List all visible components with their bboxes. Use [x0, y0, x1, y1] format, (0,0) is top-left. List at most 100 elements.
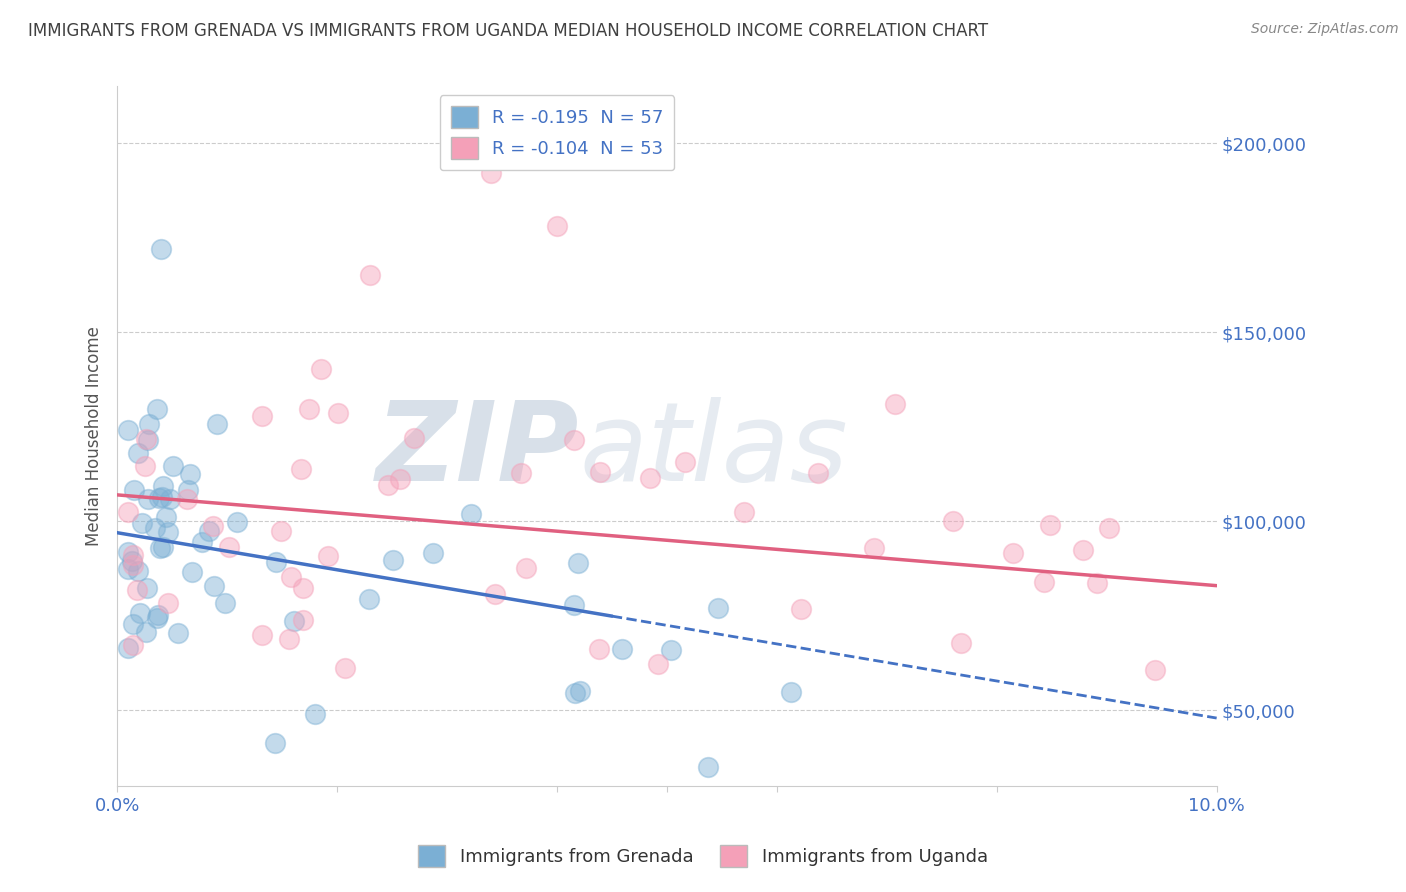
Point: [359, 268, 381, 283]
Point: [659, 642, 682, 657]
Point: [176, 492, 198, 507]
Point: [638, 471, 661, 485]
Point: [135, 625, 157, 640]
Point: [589, 465, 612, 479]
Text: atlas: atlas: [579, 397, 848, 504]
Text: IMMIGRANTS FROM GRENADA VS IMMIGRANTS FROM UGANDA MEDIAN HOUSEHOLD INCOME CORREL: IMMIGRANTS FROM GRENADA VS IMMIGRANTS FR…: [28, 22, 988, 40]
Point: [1039, 518, 1062, 533]
Point: [122, 549, 145, 563]
Point: [588, 641, 610, 656]
Point: [1071, 542, 1094, 557]
Point: [1098, 521, 1121, 535]
Point: [117, 562, 139, 576]
Point: [226, 515, 249, 529]
Point: [146, 607, 169, 622]
Point: [290, 462, 312, 476]
Point: [181, 566, 204, 580]
Point: [136, 433, 159, 447]
Point: [264, 556, 287, 570]
Point: [131, 516, 153, 530]
Point: [283, 614, 305, 628]
Point: [143, 521, 166, 535]
Point: [510, 466, 533, 480]
Point: [152, 540, 174, 554]
Point: [1033, 575, 1056, 590]
Point: [1085, 576, 1108, 591]
Point: [292, 614, 315, 628]
Point: [733, 505, 755, 519]
Point: [128, 564, 150, 578]
Point: [675, 455, 697, 469]
Point: [568, 684, 591, 698]
Legend: R = -0.195  N = 57, R = -0.104  N = 53: R = -0.195 N = 57, R = -0.104 N = 53: [440, 95, 675, 170]
Point: [333, 661, 356, 675]
Point: [146, 611, 169, 625]
Point: [316, 549, 339, 564]
Point: [460, 507, 482, 521]
Point: [149, 541, 172, 555]
Point: [127, 446, 149, 460]
Point: [381, 553, 404, 567]
Point: [179, 467, 201, 481]
Point: [942, 514, 965, 528]
Point: [121, 554, 143, 568]
Point: [117, 423, 139, 437]
Point: [202, 579, 225, 593]
Point: [1144, 663, 1167, 677]
Point: [122, 616, 145, 631]
Point: [790, 602, 813, 616]
Point: [278, 632, 301, 646]
Point: [707, 601, 730, 615]
Point: [779, 685, 801, 699]
Point: [280, 570, 302, 584]
Point: [298, 402, 321, 417]
Point: [807, 466, 830, 480]
Point: [402, 431, 425, 445]
Point: [125, 582, 148, 597]
Point: [270, 524, 292, 539]
Point: [610, 642, 633, 657]
Point: [697, 760, 720, 774]
Point: [152, 478, 174, 492]
Point: [567, 556, 589, 570]
Legend: Immigrants from Grenada, Immigrants from Uganda: Immigrants from Grenada, Immigrants from…: [411, 838, 995, 874]
Point: [291, 581, 314, 595]
Point: [117, 640, 139, 655]
Point: [949, 636, 972, 650]
Point: [479, 166, 502, 180]
Point: [135, 432, 157, 446]
Point: [136, 581, 159, 595]
Point: [546, 219, 568, 234]
Point: [150, 491, 173, 505]
Point: [515, 561, 537, 575]
Point: [252, 409, 274, 423]
Point: [562, 599, 585, 613]
Point: [304, 706, 326, 721]
Point: [122, 639, 145, 653]
Point: [214, 596, 236, 610]
Point: [326, 406, 349, 420]
Point: [155, 509, 177, 524]
Point: [166, 626, 188, 640]
Point: [117, 505, 139, 519]
Point: [252, 628, 274, 642]
Point: [862, 541, 884, 555]
Point: [157, 524, 180, 539]
Point: [422, 546, 444, 560]
Point: [883, 397, 905, 411]
Point: [162, 459, 184, 474]
Point: [377, 478, 399, 492]
Point: [311, 362, 333, 376]
Text: ZIP: ZIP: [375, 397, 579, 504]
Point: [205, 417, 228, 431]
Point: [264, 736, 287, 750]
Point: [148, 491, 170, 506]
Point: [138, 417, 160, 432]
Point: [117, 545, 139, 559]
Point: [647, 657, 669, 672]
Point: [159, 491, 181, 506]
Point: [177, 483, 200, 498]
Point: [202, 519, 225, 533]
Point: [128, 607, 150, 621]
Point: [136, 492, 159, 507]
